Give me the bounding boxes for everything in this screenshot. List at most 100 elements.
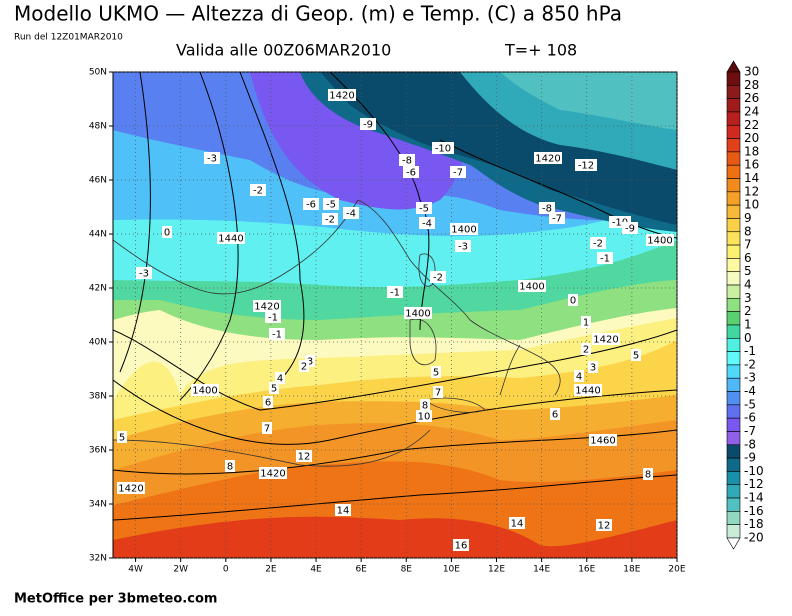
- colorbar-label: -5: [744, 397, 756, 411]
- lat-label: 42N: [89, 284, 107, 294]
- contour-label-box: [420, 399, 430, 411]
- contour-label: -6: [406, 168, 416, 179]
- contour-label: -12: [578, 161, 594, 172]
- contour-label: -1: [390, 288, 400, 299]
- contour-label-box: [217, 232, 245, 244]
- contour-label: 1420: [329, 91, 354, 102]
- contour-label-box: [431, 366, 441, 378]
- contour-label: 12: [598, 521, 611, 532]
- colorbar-box: [726, 524, 741, 539]
- colorbar-label: 10: [744, 198, 759, 212]
- contour-label-box: [322, 213, 338, 225]
- colorbar-label: -8: [744, 437, 756, 451]
- contour-label: 1460: [590, 436, 615, 447]
- contour-label: -5: [419, 204, 429, 215]
- contour-label: -1: [272, 330, 282, 341]
- contour-label-box: [419, 217, 435, 229]
- contour-label-box: [303, 198, 319, 210]
- colorbar-box: [726, 444, 741, 459]
- contour-label-box: [328, 89, 356, 101]
- colorbar-label: -16: [744, 504, 764, 518]
- contour-label: 3: [590, 363, 596, 374]
- contour-label-box: [453, 539, 469, 551]
- contour-label: 7: [264, 424, 270, 435]
- contour-label: -8: [542, 204, 552, 215]
- contour-label: 1400: [405, 309, 430, 320]
- colorbar-label: 22: [744, 118, 759, 132]
- contour-label: -2: [433, 273, 443, 284]
- contour-label-box: [225, 460, 235, 472]
- lon-label: 4E: [310, 565, 322, 575]
- colorbar-label: -7: [744, 424, 756, 438]
- lat-label: 38N: [89, 392, 107, 402]
- contour-label-box: [323, 198, 339, 210]
- colorbar-box: [726, 204, 741, 219]
- contour-label: 1420: [254, 302, 279, 313]
- contour-label: 6: [552, 410, 558, 421]
- valid-label: Valida alle 00Z06MAR2010: [176, 41, 391, 60]
- lon-label: 18E: [623, 565, 640, 575]
- contour-label-box: [581, 316, 591, 328]
- contour-label: -7: [552, 214, 562, 225]
- colorbar-box: [726, 191, 741, 206]
- colorbar-label: 28: [744, 78, 759, 92]
- contour-label: 16: [455, 541, 468, 552]
- contour-label: 8: [645, 470, 651, 481]
- contour-label: 0: [570, 296, 576, 307]
- lead-label: T=+ 108: [504, 41, 577, 60]
- contour-label-box: [263, 396, 273, 408]
- contour-label: 4: [576, 372, 582, 383]
- colorbar-label: -3: [744, 371, 756, 385]
- lon-label: 2W: [173, 565, 188, 575]
- colorbar-label: 5: [744, 264, 752, 278]
- contour-label: 0: [164, 228, 170, 239]
- colorbar-label: -6: [744, 411, 756, 425]
- contour-label: 7: [435, 388, 441, 399]
- contour-label: -5: [326, 200, 336, 211]
- contour-label-box: [399, 154, 415, 166]
- contour-label-box: [433, 386, 443, 398]
- colorbar-box: [726, 417, 741, 432]
- contour-label: 5: [633, 351, 639, 362]
- contour-label-box: [430, 271, 446, 283]
- contour-label-box: [404, 307, 432, 319]
- contour-label: -10: [435, 144, 451, 155]
- contour-label: -6: [306, 200, 316, 211]
- colorbar-box: [726, 71, 741, 86]
- lat-label: 48N: [89, 122, 107, 132]
- contour-label-box: [589, 434, 617, 446]
- contour-label-box: [343, 207, 359, 219]
- contour-label-box: [117, 431, 127, 443]
- contour-label: -10: [612, 218, 628, 229]
- run-label: Run del 12Z01MAR2010: [14, 33, 123, 43]
- colorbar-box: [726, 151, 741, 166]
- footer: MetOffice per 3bmeteo.com: [14, 592, 217, 607]
- contour-label-box: [416, 410, 432, 422]
- contour-label-box: [550, 408, 560, 420]
- colorbar-box: [726, 431, 741, 446]
- colorbar-label: -20: [744, 531, 764, 545]
- colorbar-box: [726, 364, 741, 379]
- contour-label: 14: [511, 519, 524, 530]
- contour-label: 5: [271, 384, 277, 395]
- colorbar-label: -1: [744, 344, 756, 358]
- colorbar-label: 8: [744, 224, 752, 238]
- contour-label-box: [269, 328, 285, 340]
- contour-label: 3: [307, 357, 313, 368]
- colorbar-label: 16: [744, 158, 759, 172]
- contour-label-box: [299, 360, 309, 372]
- colorbar-box: [726, 218, 741, 233]
- contour-label-box: [416, 202, 432, 214]
- contour-label-box: [253, 300, 281, 312]
- lon-label: 8E: [401, 565, 413, 575]
- colorbar-top: [726, 60, 741, 73]
- lat-label: 34N: [89, 500, 107, 510]
- colorbar-label: 1: [744, 317, 752, 331]
- colorbar-label: 9: [744, 211, 752, 225]
- contour-label: 1400: [519, 282, 544, 293]
- contour-label: -2: [253, 186, 263, 197]
- contour-label: 10: [418, 412, 431, 423]
- colorbar-label: -9: [744, 451, 756, 465]
- contour-label-box: [387, 286, 403, 298]
- colorbar-label: 4: [744, 278, 752, 292]
